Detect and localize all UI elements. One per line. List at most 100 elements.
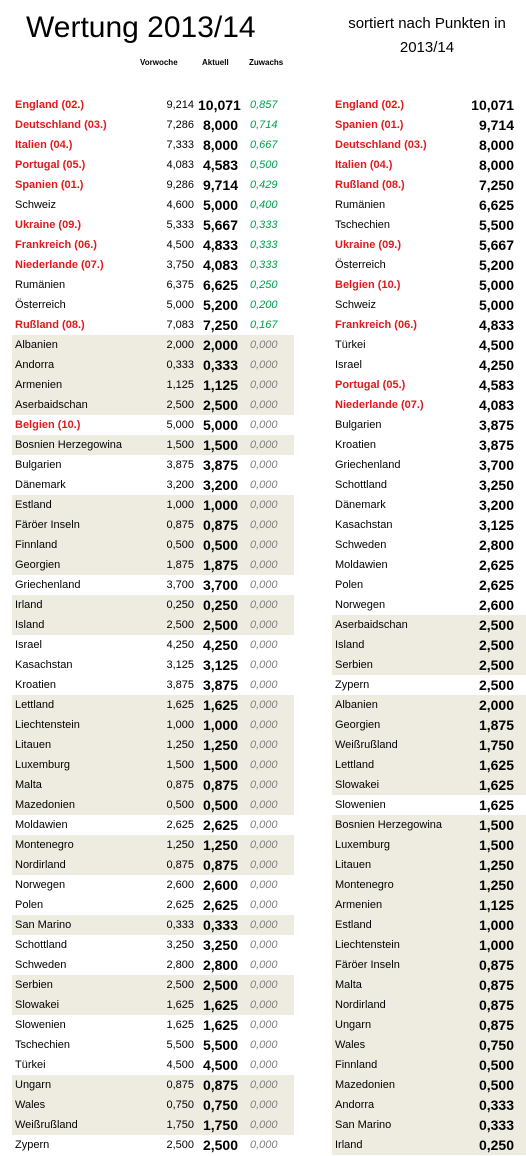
country-name: Kasachstan <box>335 519 393 531</box>
country-name: Österreich <box>15 299 66 311</box>
gain-value: 0,000 <box>250 659 278 671</box>
country-name: Malta <box>15 779 42 791</box>
table-row: Aserbaidschan 2,500 <box>332 615 526 635</box>
country-name: Andorra <box>335 1099 375 1111</box>
table-row: Schweiz 4,600 5,000 0,400 <box>12 195 294 215</box>
table-row: Estland 1,000 <box>332 915 526 935</box>
country-name: Ungarn <box>335 1019 372 1031</box>
gain-value: 0,333 <box>250 259 278 271</box>
prev-week-value: 1,500 <box>166 439 194 451</box>
prev-week-value: 2,625 <box>166 819 194 831</box>
prev-week-value: 3,875 <box>166 459 194 471</box>
gain-value: 0,000 <box>250 1099 278 1111</box>
current-value: 1,500 <box>202 437 238 453</box>
country-name: Island <box>335 639 365 651</box>
table-row: Ungarn 0,875 0,875 0,000 <box>12 1075 294 1095</box>
country-name: Deutschland (03.) <box>15 119 107 131</box>
table-row: San Marino 0,333 <box>332 1115 526 1135</box>
current-value: 2,000 <box>202 337 238 353</box>
gain-value: 0,333 <box>250 219 278 231</box>
prev-week-value: 3,875 <box>166 679 194 691</box>
gain-value: 0,000 <box>250 759 278 771</box>
current-value: 9,714 <box>202 177 238 193</box>
country-name: Belgien (10.) <box>15 419 81 431</box>
prev-week-value: 3,200 <box>166 479 194 491</box>
table-row: Frankreich (06.) 4,500 4,833 0,333 <box>12 235 294 255</box>
gain-value: 0,500 <box>250 159 278 171</box>
country-name: Färöer Inseln <box>335 959 400 971</box>
gain-value: 0,000 <box>250 439 278 451</box>
table-row: Liechtenstein 1,000 1,000 0,000 <box>12 715 294 735</box>
current-value: 1,000 <box>478 937 514 953</box>
current-value: 0,500 <box>202 797 238 813</box>
current-value: 3,875 <box>202 677 238 693</box>
table-row: Schweden 2,800 <box>332 535 526 555</box>
gain-value: 0,000 <box>250 639 278 651</box>
gain-value: 0,000 <box>250 1079 278 1091</box>
table-row: Slowenien 1,625 <box>332 795 526 815</box>
country-name: Georgien <box>15 559 61 571</box>
country-name: Schottland <box>335 479 387 491</box>
country-name: Litauen <box>335 859 372 871</box>
current-value: 2,800 <box>478 537 514 553</box>
current-value: 1,250 <box>478 857 514 873</box>
current-value: 0,875 <box>202 857 238 873</box>
current-value: 1,250 <box>202 837 238 853</box>
current-value: 8,000 <box>478 157 514 173</box>
gain-value: 0,667 <box>250 139 278 151</box>
country-name: Mazedonien <box>335 1079 395 1091</box>
table-row: Irland 0,250 0,250 0,000 <box>12 595 294 615</box>
country-name: Albanien <box>15 339 58 351</box>
country-name: Island <box>15 619 45 631</box>
prev-week-value: 5,000 <box>166 419 194 431</box>
country-name: Schweden <box>335 539 387 551</box>
table-row: Rußland (08.) 7,250 <box>332 175 526 195</box>
current-value: 5,000 <box>202 417 238 433</box>
prev-week-value: 1,625 <box>166 999 194 1011</box>
table-row: Ukraine (09.) 5,333 5,667 0,333 <box>12 215 294 235</box>
prev-week-value: 0,875 <box>166 1079 194 1091</box>
country-name: Finnland <box>335 1059 378 1071</box>
table-row: Belgien (10.) 5,000 5,000 0,000 <box>12 415 294 435</box>
current-value: 2,600 <box>478 597 514 613</box>
gain-value: 0,200 <box>250 299 278 311</box>
gain-value: 0,000 <box>250 399 278 411</box>
prev-week-value: 4,083 <box>166 159 194 171</box>
current-value: 5,000 <box>202 197 238 213</box>
current-value: 0,750 <box>202 1097 238 1113</box>
prev-week-value: 4,250 <box>166 639 194 651</box>
table-row: Ukraine (09.) 5,667 <box>332 235 526 255</box>
table-row: Israel 4,250 <box>332 355 526 375</box>
gain-value: 0,000 <box>250 999 278 1011</box>
country-name: Spanien (01.) <box>15 179 84 191</box>
table-row: Mazedonien 0,500 0,500 0,000 <box>12 795 294 815</box>
country-name: San Marino <box>15 919 72 931</box>
gain-value: 0,000 <box>250 1039 278 1051</box>
table-row: Weißrußland 1,750 1,750 0,000 <box>12 1115 294 1135</box>
prev-week-value: 4,600 <box>166 199 194 211</box>
prev-week-value: 5,500 <box>166 1039 194 1051</box>
country-name: Moldawien <box>15 819 68 831</box>
current-value: 2,625 <box>202 897 238 913</box>
current-value: 4,083 <box>478 397 514 413</box>
header-current: Aktuell <box>202 58 229 67</box>
gain-value: 0,167 <box>250 319 278 331</box>
current-value: 0,333 <box>202 357 238 373</box>
current-value: 1,500 <box>478 817 514 833</box>
country-name: Weißrußland <box>335 739 398 751</box>
table-row: Georgien 1,875 1,875 0,000 <box>12 555 294 575</box>
current-value: 10,071 <box>471 97 514 113</box>
gain-value: 0,000 <box>250 719 278 731</box>
current-value: 3,250 <box>478 477 514 493</box>
prev-week-value: 0,500 <box>166 539 194 551</box>
current-value: 0,250 <box>202 597 238 613</box>
table-row: England (02.) 9,214 10,071 0,857 <box>12 95 294 115</box>
country-name: Polen <box>335 579 364 591</box>
sort-note: sortiert nach Punkten in 2013/14 <box>348 15 506 56</box>
current-value: 0,875 <box>478 1017 514 1033</box>
prev-week-value: 3,750 <box>166 259 194 271</box>
prev-week-value: 6,375 <box>166 279 194 291</box>
table-row: Wales 0,750 <box>332 1035 526 1055</box>
country-name: Frankreich (06.) <box>15 239 97 251</box>
table-row: Färöer Inseln 0,875 <box>332 955 526 975</box>
